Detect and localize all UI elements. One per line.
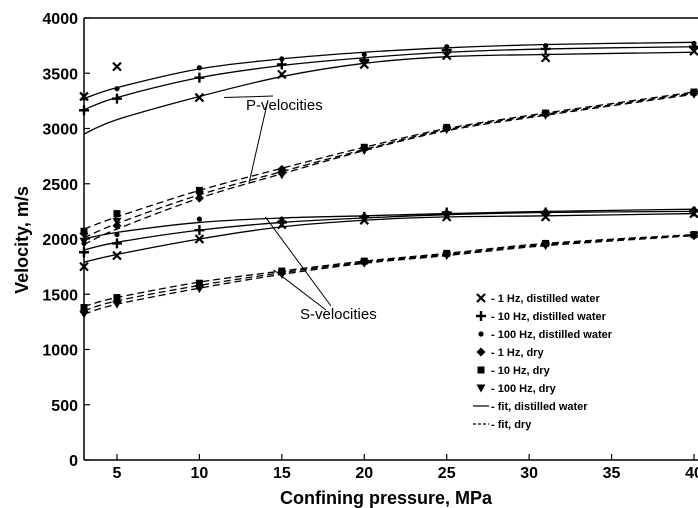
series-10-hz-distilled-water-s xyxy=(79,206,698,257)
legend-label-1-hz-dry: - 1 Hz, dry xyxy=(491,347,544,359)
fit-curve-s-distilled-water-9 xyxy=(84,209,694,239)
y-tick-label-4000: 4000 xyxy=(42,11,78,28)
point-10-hz-dry-s-2 xyxy=(113,294,120,301)
fit-curve-s-dry-12 xyxy=(84,236,694,314)
legend-label-100-hz-distilled-water: - 100 Hz, distilled water xyxy=(491,329,613,341)
point-100-hz-distilled-water-s-8 xyxy=(691,207,696,212)
point-10-hz-distilled-water-3 xyxy=(194,73,204,83)
x-axis-title: Confining pressure, MPa xyxy=(280,488,493,508)
x-tick-label-15: 15 xyxy=(273,465,291,482)
legend-item-10-hz-dry: - 10 Hz, dry xyxy=(478,365,551,377)
point-10-hz-distilled-water-s-3 xyxy=(194,225,204,235)
point-100-hz-distilled-water-s-7 xyxy=(543,209,548,214)
y-tick-label-2500: 2500 xyxy=(42,177,78,194)
legend-label-100-hz-dry: - 100 Hz, dry xyxy=(491,383,557,395)
point-100-hz-distilled-water-5 xyxy=(362,52,367,57)
axes xyxy=(84,18,698,460)
point-100-hz-distilled-water-7 xyxy=(543,43,548,48)
x-tick-label-35: 35 xyxy=(603,465,621,482)
legend-label-fit-distilled-water: - fit, distilled water xyxy=(491,401,588,413)
fit-curve-p-distilled-water-2 xyxy=(84,47,694,110)
legend: - 1 Hz, distilled water - 10 Hz, distille… xyxy=(473,293,613,431)
legend-marker-square xyxy=(478,367,485,374)
legend-item-100-hz-distilled-water: - 100 Hz, distilled water xyxy=(478,329,612,341)
legend-marker-plus xyxy=(476,311,486,321)
fit-curve-p-dry-6 xyxy=(84,94,694,244)
point-100-hz-distilled-water-s-2 xyxy=(114,232,119,237)
legend-item-10-hz-distilled-water: - 10 Hz, distilled water xyxy=(476,311,607,323)
legend-item-1-hz-dry: - 1 Hz, dry xyxy=(477,347,545,359)
annotation-label-s-velocities: S-velocities xyxy=(300,306,377,323)
fit-curve-s-dry-11 xyxy=(84,235,694,311)
y-tick-label-3500: 3500 xyxy=(42,66,78,83)
point-10-hz-dry-2 xyxy=(113,210,120,217)
legend-marker-x xyxy=(477,294,485,302)
point-100-hz-distilled-water-6 xyxy=(444,44,449,49)
annotation-label-p-velocities: P-velocities xyxy=(246,97,323,114)
legend-label-1-hz-distilled-water: - 1 Hz, distilled water xyxy=(491,293,601,305)
y-tick-label-0: 0 xyxy=(69,453,78,470)
x-tick-label-10: 10 xyxy=(191,465,209,482)
series-100-hz-dry-s xyxy=(80,232,698,318)
y-tick-label-3000: 3000 xyxy=(42,122,78,139)
x-tick-label-5: 5 xyxy=(113,465,122,482)
y-axis-title: Velocity, m/s xyxy=(12,186,32,294)
fit-curve-p-dry-5 xyxy=(84,93,694,238)
legend-item-1-hz-distilled-water: - 1 Hz, distilled water xyxy=(477,293,601,305)
fit-curve-p-distilled-water-3 xyxy=(84,42,694,98)
fit-curves xyxy=(84,42,694,314)
annotation-leader-s-velocities-2 xyxy=(274,270,326,310)
legend-item-fit-dry: - fit, dry xyxy=(473,419,532,431)
x-tick-label-30: 30 xyxy=(520,465,538,482)
legend-item-100-hz-dry: - 100 Hz, dry xyxy=(477,383,557,395)
series-100-hz-dry xyxy=(80,91,698,246)
point-1-hz-distilled-water-2 xyxy=(113,63,121,71)
legend-label-fit-dry: - fit, dry xyxy=(491,419,532,431)
point-100-hz-distilled-water-4 xyxy=(279,56,284,61)
legend-marker-dot xyxy=(478,331,483,336)
data-markers xyxy=(79,41,698,319)
fit-curve-p-distilled-water-1 xyxy=(84,52,694,134)
legend-label-10-hz-distilled-water: - 10 Hz, distilled water xyxy=(491,311,607,323)
fit-curve-s-dry-10 xyxy=(84,235,694,307)
fit-curve-s-distilled-water-7 xyxy=(84,214,694,263)
legend-marker-diamond xyxy=(477,348,486,357)
legend-item-fit-distilled-water: - fit, distilled water xyxy=(473,401,588,413)
point-100-hz-dry-4 xyxy=(277,171,286,179)
fit-curve-p-dry-4 xyxy=(84,92,694,229)
point-100-hz-distilled-water-8 xyxy=(691,41,696,46)
x-tick-label-20: 20 xyxy=(355,465,373,482)
point-10-hz-distilled-water-s-2 xyxy=(112,238,122,248)
series-10-hz-dry xyxy=(81,89,698,235)
y-tick-label-1000: 1000 xyxy=(42,343,78,360)
annotations: P-velocities S-velocities xyxy=(224,96,377,323)
point-10-hz-distilled-water-2 xyxy=(112,94,122,104)
fit-curve-s-distilled-water-8 xyxy=(84,211,694,250)
series-100-hz-distilled-water xyxy=(81,41,696,101)
y-tick-label-2000: 2000 xyxy=(42,232,78,249)
point-100-hz-distilled-water-s-6 xyxy=(444,210,449,215)
point-100-hz-dry-s-2 xyxy=(112,301,121,309)
x-tick-label-25: 25 xyxy=(438,465,456,482)
x-tick-label-40: 40 xyxy=(685,465,698,482)
point-100-hz-distilled-water-3 xyxy=(197,65,202,70)
point-100-hz-distilled-water-s-5 xyxy=(362,213,367,218)
y-tick-label-1500: 1500 xyxy=(42,287,78,304)
point-100-hz-distilled-water-2 xyxy=(114,86,119,91)
point-100-hz-distilled-water-s-4 xyxy=(279,217,284,222)
annotation-leader-s-velocities-1 xyxy=(265,217,331,306)
y-tick-label-500: 500 xyxy=(51,398,78,415)
point-100-hz-distilled-water-s-3 xyxy=(197,217,202,222)
legend-label-10-hz-dry: - 10 Hz, dry xyxy=(491,365,551,377)
legend-marker-triangle-down xyxy=(477,385,486,393)
